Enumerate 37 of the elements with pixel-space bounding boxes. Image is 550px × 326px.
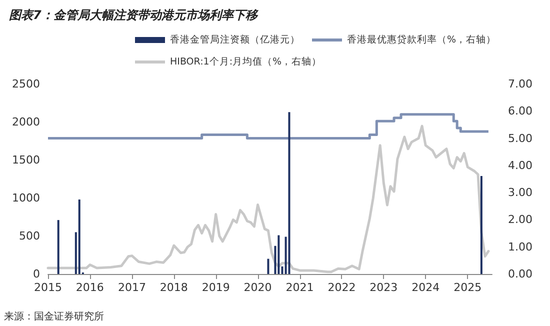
x-tick-label: 2025 [454,281,482,294]
y-tick-label: 2000 [12,116,40,128]
y2-tick-label: 6.00 [508,104,532,118]
bar [480,176,482,274]
bar [288,112,290,274]
y2-tick-label: 7.00 [508,78,532,90]
x-tick-label: 2018 [160,281,188,294]
x-tick-label: 2019 [202,281,230,294]
y2-tick-label: 2.00 [508,213,532,226]
y2-tick-label: 4.00 [508,158,532,172]
x-tick-label: 2024 [412,281,440,294]
y2-tick-label: 1.00 [508,240,532,254]
legend-label: 香港最优惠贷款利率（%，右轴） [347,34,496,46]
x-tick-label: 2021 [286,281,314,294]
x-tick-label: 2017 [118,281,146,294]
x-tick-label: 2015 [34,281,62,294]
x-tick-label: 2020 [244,281,272,294]
bar [267,258,270,274]
y-tick-label: 1500 [12,154,40,166]
bar [278,235,280,274]
y-tick-label: 0 [33,268,40,280]
y2-tick-label: 3.00 [508,186,532,200]
y2-tick-label: 5.00 [508,132,532,145]
bar [78,200,80,274]
x-tick-label: 2023 [370,281,398,294]
line-series [46,124,490,274]
y-tick-label: 2500 [12,78,40,90]
y-tick-label: 1000 [12,192,40,204]
x-tick-label: 2022 [328,281,356,294]
x-tick-label: 2016 [76,281,104,294]
source-note: 来源：国金证券研究所 [4,310,104,322]
legend-label: HIBOR:1个月:月均值（%，右轴） [170,56,322,68]
y-tick-label: 500 [19,230,40,242]
legend-label: 香港金管局注资额（亿港元） [170,34,300,46]
y2-tick-label: 0.00 [508,268,532,280]
bar [57,220,60,274]
chart-title: 图表7：金管局大幅注资带动港元市场利率下移 [9,8,260,22]
